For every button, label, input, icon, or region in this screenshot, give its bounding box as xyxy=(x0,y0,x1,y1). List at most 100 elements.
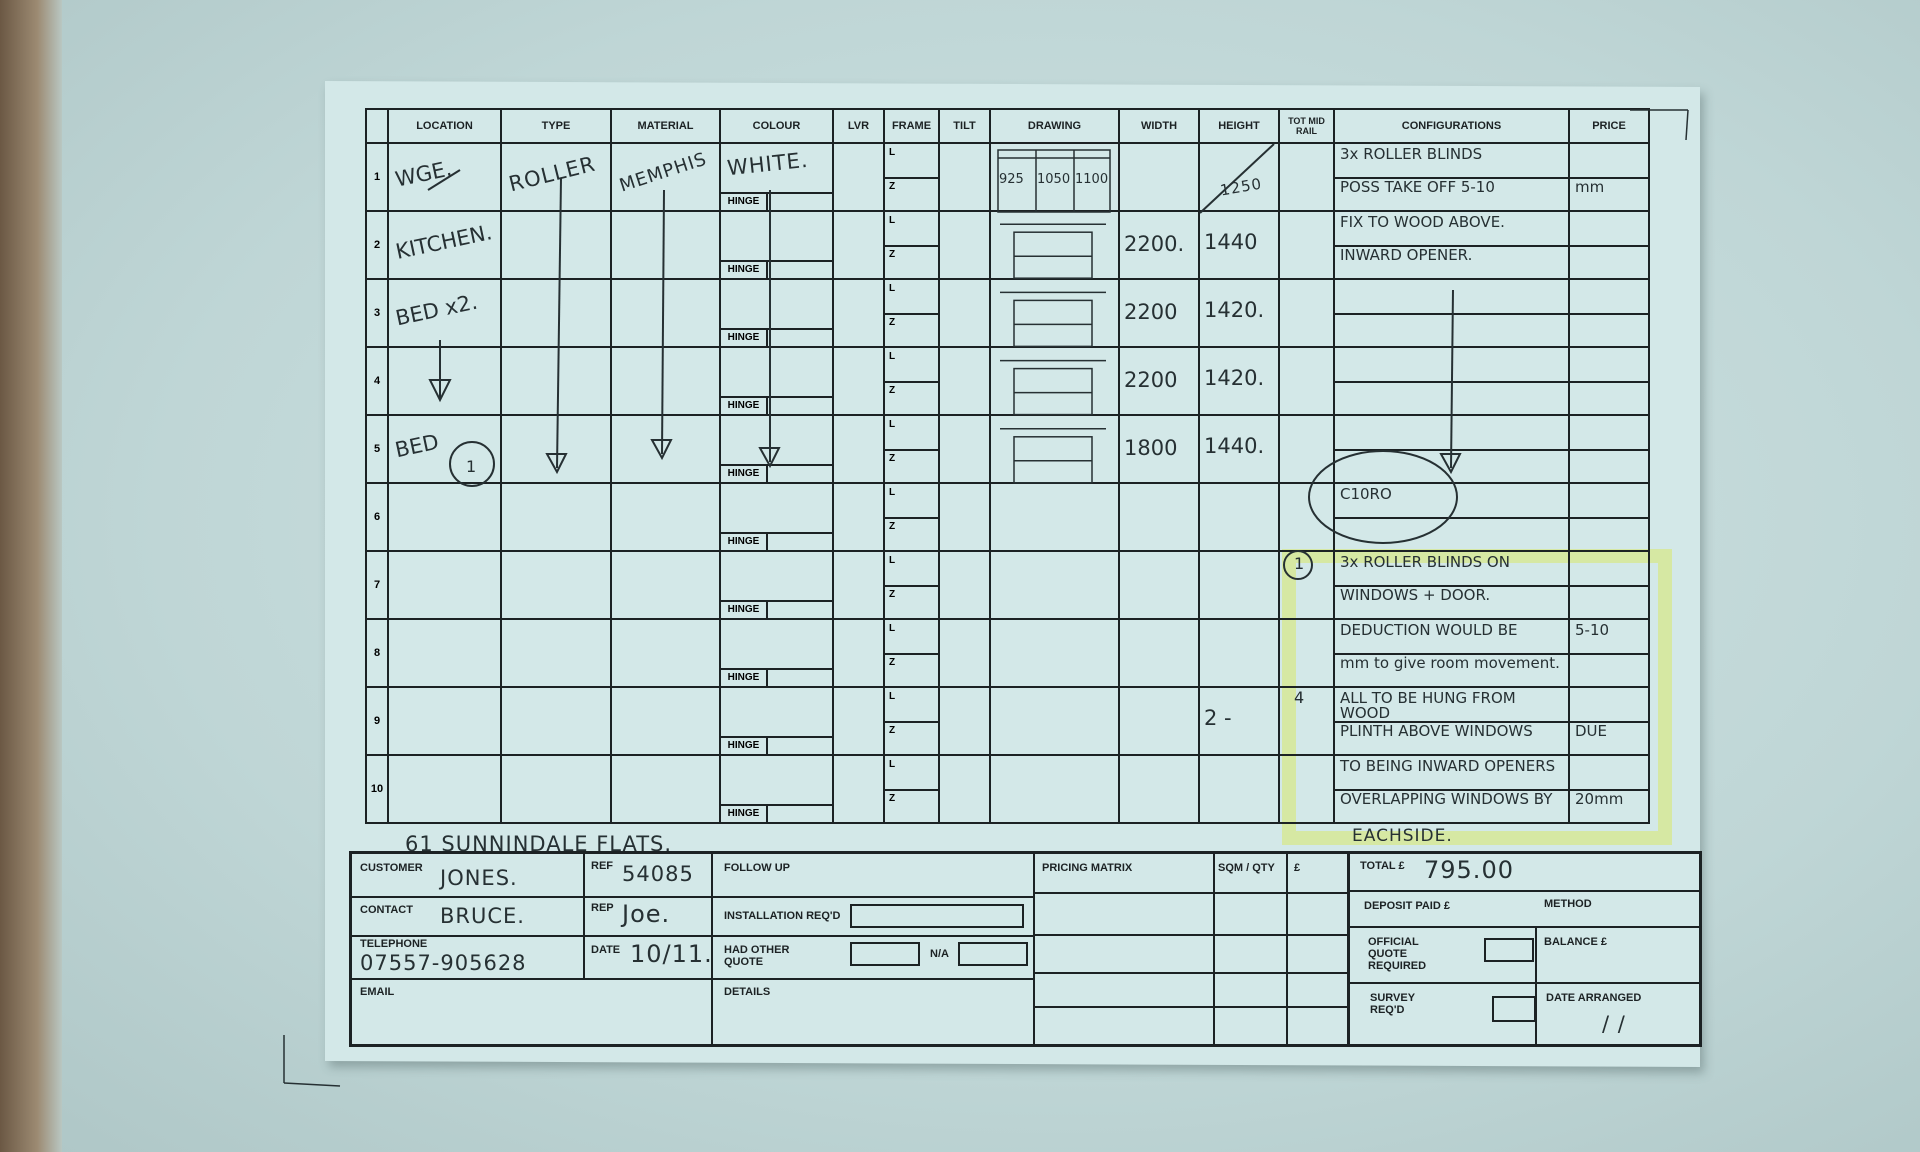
height-cell[interactable]: 2 - xyxy=(1198,686,1280,756)
drawing-cell[interactable]: 925 1050 1100 xyxy=(989,142,1120,212)
height-cell[interactable]: 1440 xyxy=(1198,210,1280,280)
tilt-cell[interactable] xyxy=(938,346,991,416)
drawing-cell[interactable] xyxy=(989,414,1120,484)
configurations-cell[interactable]: FIX TO WOOD ABOVE. INWARD OPENER. xyxy=(1333,210,1570,280)
customer-field[interactable]: JONES. xyxy=(440,866,518,890)
lvr-cell[interactable] xyxy=(832,142,885,212)
telephone-field[interactable]: 07557-905628 xyxy=(360,951,527,975)
tilt-cell[interactable] xyxy=(938,618,991,688)
drawing-cell[interactable] xyxy=(989,278,1120,348)
tilt-cell[interactable] xyxy=(938,210,991,280)
price-cell[interactable] xyxy=(1568,210,1650,280)
configurations-cell[interactable]: 3x ROLLER BLINDS ON WINDOWS + DOOR. xyxy=(1333,550,1570,620)
tot-mid-rail-cell[interactable] xyxy=(1278,482,1335,552)
height-cell[interactable]: 1420. xyxy=(1198,278,1280,348)
height-cell[interactable] xyxy=(1198,618,1280,688)
configurations-cell[interactable]: DEDUCTION WOULD BE mm to give room moveme… xyxy=(1333,618,1570,688)
type-cell[interactable] xyxy=(500,618,612,688)
width-cell[interactable]: 2200. xyxy=(1118,210,1200,280)
price-cell[interactable] xyxy=(1568,278,1650,348)
lvr-cell[interactable] xyxy=(832,210,885,280)
height-cell[interactable]: 1250 xyxy=(1198,142,1280,212)
width-cell[interactable] xyxy=(1118,686,1200,756)
price-cell[interactable] xyxy=(1568,414,1650,484)
drawing-cell[interactable] xyxy=(989,346,1120,416)
width-cell[interactable]: 2200 xyxy=(1118,278,1200,348)
height-cell[interactable]: 1420. xyxy=(1198,346,1280,416)
type-cell[interactable]: ROLLER xyxy=(500,142,612,212)
material-cell[interactable] xyxy=(610,754,721,824)
location-cell[interactable]: BED xyxy=(387,414,502,484)
type-cell[interactable] xyxy=(500,754,612,824)
height-cell[interactable] xyxy=(1198,754,1280,824)
tot-mid-rail-cell[interactable] xyxy=(1278,142,1335,212)
lvr-cell[interactable] xyxy=(832,754,885,824)
tot-mid-rail-cell[interactable] xyxy=(1278,414,1335,484)
configurations-cell[interactable]: 3x ROLLER BLINDS POSS TAKE OFF 5-10 xyxy=(1333,142,1570,212)
height-cell[interactable] xyxy=(1198,482,1280,552)
lvr-cell[interactable] xyxy=(832,686,885,756)
price-cell[interactable]: mm xyxy=(1568,142,1650,212)
installation-checkbox[interactable] xyxy=(850,904,1024,928)
tot-mid-rail-cell[interactable]: 1 xyxy=(1278,550,1335,620)
material-cell[interactable] xyxy=(610,210,721,280)
colour-cell[interactable]: HINGE xyxy=(719,346,834,416)
configurations-cell[interactable]: C10RO xyxy=(1333,482,1570,552)
width-cell[interactable] xyxy=(1118,482,1200,552)
location-cell[interactable] xyxy=(387,550,502,620)
material-cell[interactable] xyxy=(610,550,721,620)
colour-cell[interactable]: HINGE xyxy=(719,754,834,824)
tilt-cell[interactable] xyxy=(938,414,991,484)
material-cell[interactable] xyxy=(610,686,721,756)
contact-field[interactable]: BRUCE. xyxy=(440,904,525,928)
type-cell[interactable] xyxy=(500,686,612,756)
lvr-cell[interactable] xyxy=(832,618,885,688)
location-cell[interactable] xyxy=(387,686,502,756)
colour-cell[interactable]: HINGE xyxy=(719,482,834,552)
tot-mid-rail-cell[interactable] xyxy=(1278,618,1335,688)
width-cell[interactable]: 1800 xyxy=(1118,414,1200,484)
colour-cell[interactable]: HINGE xyxy=(719,550,834,620)
configurations-cell[interactable] xyxy=(1333,278,1570,348)
type-cell[interactable] xyxy=(500,278,612,348)
location-cell[interactable]: BED x2. xyxy=(387,278,502,348)
colour-cell[interactable]: HINGE xyxy=(719,278,834,348)
configurations-cell[interactable] xyxy=(1333,346,1570,416)
location-cell[interactable]: KITCHEN. xyxy=(387,210,502,280)
lvr-cell[interactable] xyxy=(832,482,885,552)
colour-cell[interactable]: WHITE. HINGE xyxy=(719,142,834,212)
colour-cell[interactable]: HINGE xyxy=(719,414,834,484)
tilt-cell[interactable] xyxy=(938,482,991,552)
price-cell[interactable]: 5-10 xyxy=(1568,618,1650,688)
location-cell[interactable] xyxy=(387,618,502,688)
tot-mid-rail-cell[interactable]: 4 xyxy=(1278,686,1335,756)
rep-field[interactable]: Joe. xyxy=(622,900,671,928)
tilt-cell[interactable] xyxy=(938,754,991,824)
date-arranged-field[interactable]: / / xyxy=(1602,1012,1626,1036)
configurations-cell[interactable] xyxy=(1333,414,1570,484)
drawing-cell[interactable] xyxy=(989,618,1120,688)
drawing-cell[interactable] xyxy=(989,686,1120,756)
tot-mid-rail-cell[interactable] xyxy=(1278,754,1335,824)
price-cell[interactable] xyxy=(1568,550,1650,620)
had-other-quote-checkbox[interactable] xyxy=(850,942,920,966)
type-cell[interactable] xyxy=(500,210,612,280)
tilt-cell[interactable] xyxy=(938,550,991,620)
colour-cell[interactable]: HINGE xyxy=(719,618,834,688)
lvr-cell[interactable] xyxy=(832,550,885,620)
tot-mid-rail-cell[interactable] xyxy=(1278,210,1335,280)
drawing-cell[interactable] xyxy=(989,210,1120,280)
type-cell[interactable] xyxy=(500,346,612,416)
material-cell[interactable] xyxy=(610,346,721,416)
drawing-cell[interactable] xyxy=(989,482,1120,552)
date-field[interactable]: 10/11. xyxy=(630,940,713,968)
location-cell[interactable] xyxy=(387,482,502,552)
width-cell[interactable] xyxy=(1118,618,1200,688)
tot-mid-rail-cell[interactable] xyxy=(1278,278,1335,348)
